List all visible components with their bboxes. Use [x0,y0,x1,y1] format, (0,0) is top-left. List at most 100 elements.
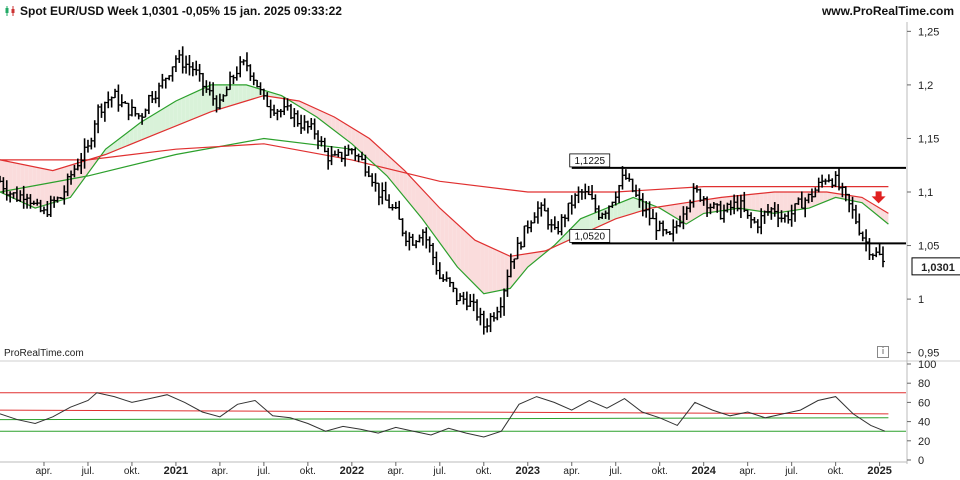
time-tick-label: 2021 [164,465,188,477]
ma-cloud-fill [529,252,534,266]
ma-cloud-fill [383,151,388,177]
ma-cloud-fill [468,234,473,283]
ma-cloud-fill [819,192,824,204]
ma-cloud-fill [472,237,477,287]
ma-cloud-fill [436,204,441,244]
ma-cloud-fill [294,100,299,107]
ma-cloud-fill [125,131,130,147]
ma-cloud-fill [516,254,521,281]
ma-cloud-fill [8,161,13,198]
ma-cloud-fill [460,226,465,275]
support-label-box [569,229,611,243]
ma-cloud-fill [371,140,376,166]
ma-cloud-fill [613,203,618,220]
ma-cloud-fill [827,192,832,201]
time-tick-label: 2025 [867,465,891,477]
ma-cloud-fill [149,114,154,137]
ma-cloud-fill [254,87,259,99]
ma-cloud-fill [492,248,497,292]
ma-cloud-fill [520,254,525,276]
ma-cloud-fill [399,166,404,197]
ma-cloud-fill [133,125,138,144]
ma-cloud-fill [355,129,360,151]
ma-cloud-fill [755,193,760,212]
ma-cloud-fill [448,215,453,260]
ma-cloud-fill [585,215,590,233]
ma-cloud-fill [137,122,142,142]
rsi-tick-label: 20 [918,436,930,448]
ma-cloud-fill [403,169,408,202]
watermark: ProRealTime.com [4,348,84,359]
ma-cloud-fill [48,169,53,205]
ma-cloud-fill [129,128,134,145]
ma-cloud-fill [230,84,235,106]
ma-cloud-fill [359,132,364,155]
ma-cloud-fill [496,250,501,292]
ma-cloud-fill [375,144,380,170]
ma-cloud-fill [44,168,49,206]
ma-cloud-fill [759,193,764,212]
ma-cloud-fill [424,191,429,227]
time-tick-label: okt. [476,466,492,477]
ma-cloud-fill [391,158,396,187]
time-tick-label: okt. [124,466,140,477]
ma-cloud-fill [52,169,57,203]
ma-cloud-fill [323,111,328,125]
time-tick-label: 2024 [691,465,716,477]
chart-title: Spot EUR/USD Week 1,0301 -0,05% 15 jan. … [20,4,342,18]
down-arrow-icon [871,191,886,204]
rsi-mid-green-line [0,417,889,421]
ma-cloud-fill [121,134,126,149]
ma-cloud-fill [88,158,93,173]
ma-cloud-fill [480,242,485,294]
price-tick-label: 0,95 [918,348,939,360]
candlestick-icon[interactable] [4,5,16,20]
price-tick-label: 1,25 [918,26,939,38]
ma-cloud-fill [169,102,174,129]
ma-cloud-fill [634,197,639,214]
ma-cloud-fill [36,167,41,208]
ma-cloud-fill [763,192,768,213]
ma-cloud-fill [189,92,194,121]
rsi-tick-label: 40 [918,417,930,429]
ma-cloud-fill [694,200,699,219]
ma-cloud-fill [153,112,158,136]
time-tick-label: apr. [212,466,229,477]
ma-cloud-fill [415,182,420,217]
ma-cloud-fill [787,192,792,212]
ma-cloud-fill [444,212,449,255]
time-tick-label: apr. [387,466,404,477]
ma-cloud-fill [193,90,198,119]
ma-cloud-fill [335,117,340,135]
price-tick-label: 1,1 [918,187,933,199]
ma-cloud-fill [815,192,820,206]
ma-cloud-fill [488,246,493,293]
ma-cloud-fill [242,84,247,103]
ma-slow-line [0,94,889,257]
ma-cloud-fill [617,201,622,219]
ma-cloud-fill [621,200,626,217]
ma-cloud-fill [456,223,461,270]
time-tick-label: jul. [784,466,798,477]
ma-cloud-fill [411,178,416,212]
ma-cloud-fill [181,96,186,124]
ma-cloud-fill [343,122,348,141]
ma-cloud-fill [476,240,481,291]
ma-cloud-fill [674,203,679,220]
time-tick-label: 2022 [340,465,364,477]
ma-cloud-fill [537,251,542,260]
ma-cloud-fill [351,127,356,148]
ma-cloud-fill [783,192,788,212]
brand-link[interactable]: www.ProRealTime.com [821,4,954,18]
info-icon[interactable]: i [877,346,889,358]
ma-cloud-fill [327,113,332,129]
ma-cloud-fill [56,168,61,202]
ma-cloud-fill [40,168,45,207]
rsi-tick-label: 60 [918,397,930,409]
ma-cloud-fill [428,195,433,233]
ma-long-red-line [0,143,889,193]
time-tick-label: apr. [739,466,756,477]
price-tick-label: 1,15 [918,133,939,145]
ma-cloud-fill [246,84,251,101]
